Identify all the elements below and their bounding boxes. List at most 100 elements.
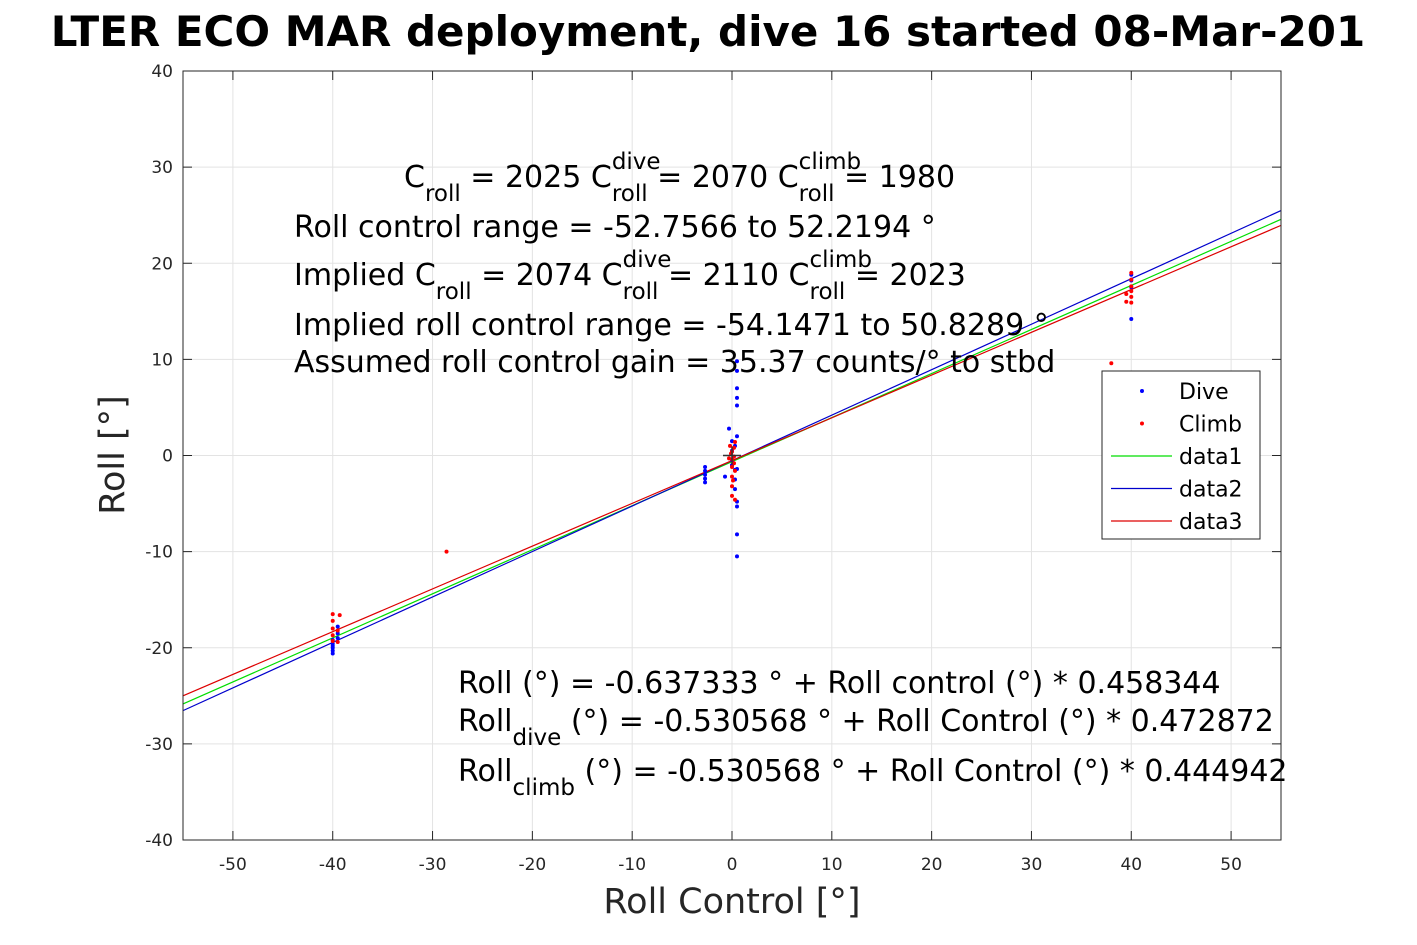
point-dive <box>734 368 739 373</box>
x-axis-label: Roll Control [°] <box>603 882 860 922</box>
annotation-part: roll <box>623 279 659 305</box>
point-dive <box>732 487 737 492</box>
annotation-part: (°) = -0.530568 ° + Roll Control (°) * 0… <box>575 754 1288 789</box>
annotation-part: = 2074 C <box>472 258 623 293</box>
point-dive <box>1129 317 1134 322</box>
point-dive <box>734 403 739 408</box>
point-climb <box>730 465 734 470</box>
point-climb <box>730 478 735 483</box>
annotation-part: Implied roll control range = -54.1471 to… <box>294 308 1049 343</box>
x-tick-label: -20 <box>518 855 546 875</box>
x-tick-label: 0 <box>727 855 738 875</box>
legend-label: data1 <box>1179 445 1243 470</box>
annotation-part: = 2025 C <box>461 160 612 195</box>
annotation-part: = 2110 C <box>658 258 809 293</box>
annotation-part: dive <box>612 149 661 175</box>
annotation-line: Croll = 2025 Cdive roll = 2070 Cclimb roll… <box>404 149 955 207</box>
x-tick-label: -50 <box>219 855 247 875</box>
point-climb <box>730 493 734 498</box>
point-climb <box>444 549 449 554</box>
x-tick-label: 40 <box>1120 855 1142 875</box>
annotation-line: Assumed roll control gain = 35.37 counts… <box>294 345 1055 380</box>
legend-swatch <box>1140 421 1144 426</box>
annotation-part: Roll <box>458 704 513 739</box>
annotation-line: Roll (°) = -0.637333 ° + Roll control (°… <box>458 666 1221 701</box>
point-dive <box>335 636 340 641</box>
annotation-line: Implied roll control range = -54.1471 to… <box>294 308 1049 343</box>
annotation-part: climb <box>513 775 575 801</box>
point-dive <box>734 395 739 400</box>
annotation-line: Implied Croll = 2074 Cdive roll = 2110 Cc… <box>294 247 966 305</box>
annotation-line: Roll control range = -52.7566 to 52.2194… <box>294 210 936 245</box>
point-dive <box>734 554 739 559</box>
point-dive <box>723 474 728 479</box>
point-climb <box>1129 294 1134 299</box>
point-climb <box>728 443 733 448</box>
chart-title: LTER ECO MAR deployment, dive 16 started… <box>51 7 1366 56</box>
annotation-part: Assumed roll control gain = 35.37 counts… <box>294 345 1055 380</box>
point-dive <box>734 434 739 439</box>
axis-ticks: -50 -40 -30 -20 -10 0 10 20 30 40 50 -40 -30 -20 -10 0 1… <box>145 62 1281 875</box>
point-climb <box>1124 292 1129 297</box>
x-tick-label: 50 <box>1220 855 1242 875</box>
point-dive <box>335 631 340 636</box>
x-tick-label: -40 <box>319 855 347 875</box>
point-dive <box>727 426 732 431</box>
annotation-part: climb <box>810 247 872 273</box>
point-dive <box>335 624 340 629</box>
y-tick-label: -30 <box>145 735 173 755</box>
annotation-part: climb <box>799 149 861 175</box>
annotation-part: roll <box>810 279 846 305</box>
point-climb <box>1109 361 1114 366</box>
point-dive <box>330 648 335 653</box>
y-tick-label: 40 <box>151 62 173 82</box>
point-dive <box>330 651 335 656</box>
annotation-part: roll <box>425 181 461 207</box>
point-climb <box>732 440 737 445</box>
point-climb <box>731 461 736 466</box>
point-dive <box>703 476 708 481</box>
x-tick-label: 30 <box>1021 855 1043 875</box>
data-points <box>330 270 1134 656</box>
annotation-part: dive <box>513 725 562 751</box>
point-climb <box>732 468 737 473</box>
fit-annotations: Croll = 2025 Cdive roll = 2070 Cclimb roll… <box>294 149 1288 801</box>
annotation-part: = 1980 <box>834 160 955 195</box>
legend-label: data2 <box>1179 478 1243 503</box>
point-climb <box>337 613 342 618</box>
annotation-part: roll <box>436 279 472 305</box>
point-dive <box>703 472 708 477</box>
x-tick-label: -30 <box>419 855 447 875</box>
point-climb <box>335 639 340 644</box>
point-dive <box>734 504 739 509</box>
y-axis-label: Roll [°] <box>93 395 133 515</box>
point-climb <box>1124 299 1129 304</box>
annotation-part: = 2070 C <box>648 160 799 195</box>
point-climb <box>732 497 737 502</box>
annotation-part: dive <box>623 247 672 273</box>
annotation-part: Roll <box>458 754 513 789</box>
x-tick-label: 10 <box>821 855 843 875</box>
annotation-part: roll <box>799 181 835 207</box>
point-climb <box>335 628 340 633</box>
point-climb <box>330 626 335 631</box>
legend-label: Climb <box>1179 413 1242 438</box>
legend-label: Dive <box>1179 380 1229 405</box>
point-climb <box>1129 270 1134 275</box>
point-dive <box>734 386 739 391</box>
point-dive <box>330 643 335 648</box>
y-tick-label: -10 <box>145 543 173 563</box>
point-climb <box>730 484 734 489</box>
legend-swatch <box>1140 389 1144 393</box>
y-tick-label: -40 <box>145 831 173 851</box>
point-climb <box>731 445 736 450</box>
annotation-part: Implied C <box>294 258 436 293</box>
y-tick-label: 0 <box>162 447 173 467</box>
annotation-part: Roll (°) = -0.637333 ° + Roll control (°… <box>458 666 1221 701</box>
annotation-part: = 2023 <box>845 258 966 293</box>
point-dive <box>734 359 739 364</box>
x-tick-label: 20 <box>921 855 943 875</box>
point-dive <box>703 468 708 473</box>
y-tick-label: 10 <box>151 350 173 370</box>
